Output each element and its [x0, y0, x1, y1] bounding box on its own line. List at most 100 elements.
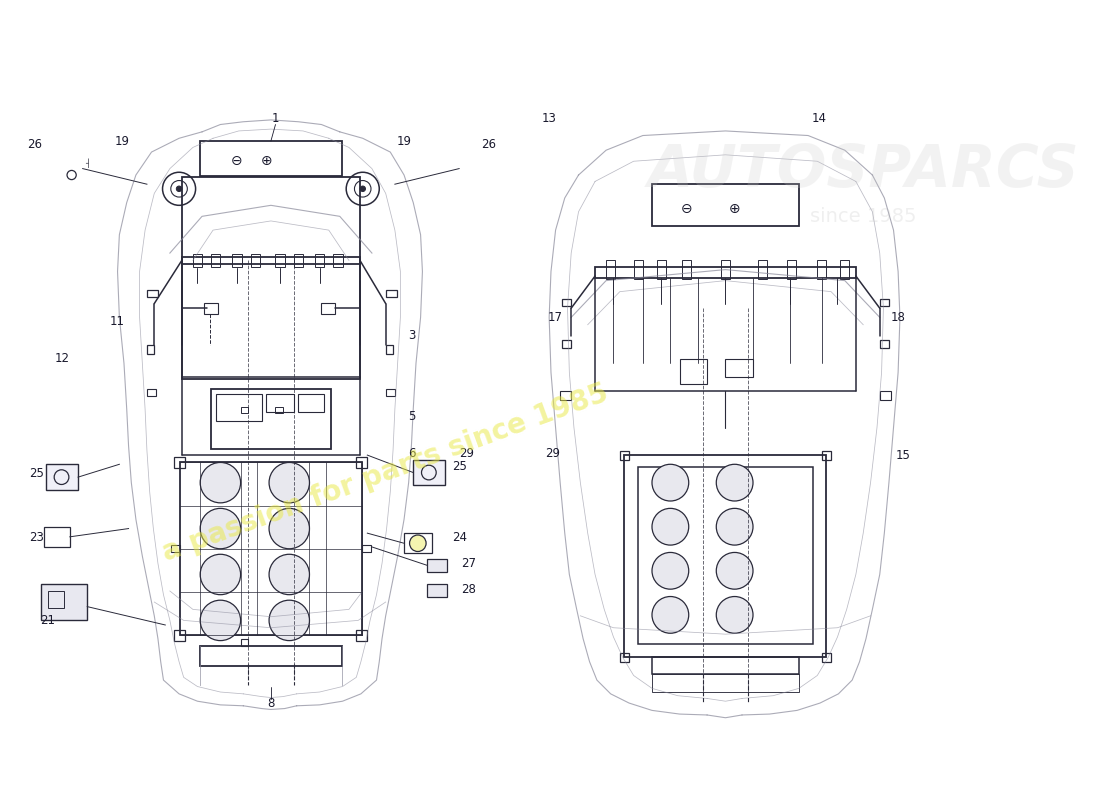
Text: 5: 5	[408, 410, 415, 423]
Bar	[356, 457, 367, 468]
Circle shape	[200, 508, 241, 549]
Bar	[147, 290, 158, 297]
Circle shape	[716, 464, 754, 501]
Bar	[720, 261, 730, 278]
Bar	[216, 394, 262, 421]
Circle shape	[200, 600, 241, 641]
Text: 14: 14	[812, 111, 826, 125]
Circle shape	[652, 597, 689, 634]
Bar	[204, 302, 218, 314]
Bar	[682, 261, 692, 278]
Bar	[333, 254, 342, 267]
Bar	[175, 457, 186, 468]
Text: 26: 26	[28, 138, 43, 151]
Bar	[356, 630, 367, 641]
Bar	[232, 254, 242, 267]
Circle shape	[409, 535, 426, 551]
Bar	[817, 261, 826, 278]
Bar	[880, 391, 891, 400]
Text: 23: 23	[30, 531, 44, 544]
Text: a passion for parts since 1985: a passion for parts since 1985	[158, 379, 613, 567]
Bar	[638, 467, 813, 644]
Bar	[562, 299, 571, 306]
Bar	[386, 345, 393, 354]
Text: 1: 1	[272, 111, 279, 125]
Bar	[147, 345, 154, 354]
Text: ┤: ┤	[86, 158, 90, 168]
Bar	[427, 584, 448, 597]
Bar	[680, 358, 707, 384]
Bar	[275, 407, 283, 413]
Text: 28: 28	[461, 582, 476, 596]
Circle shape	[360, 186, 365, 191]
Bar	[840, 261, 849, 278]
Bar	[414, 460, 446, 486]
Bar	[880, 299, 889, 306]
Text: 19: 19	[114, 134, 130, 147]
Text: 19: 19	[397, 134, 411, 147]
Circle shape	[270, 554, 309, 594]
Bar	[294, 254, 302, 267]
Text: 25: 25	[452, 460, 466, 473]
Bar	[182, 257, 360, 264]
Bar	[822, 653, 832, 662]
Circle shape	[200, 554, 241, 594]
Text: 8: 8	[267, 697, 275, 710]
Text: ⊕: ⊕	[261, 154, 272, 168]
Circle shape	[716, 553, 754, 589]
Text: 21: 21	[41, 614, 55, 627]
Bar	[298, 394, 324, 412]
Bar	[46, 464, 78, 490]
Bar	[180, 462, 362, 635]
Bar	[620, 653, 629, 662]
Bar	[620, 450, 629, 460]
Text: since 1985: since 1985	[810, 207, 916, 226]
Bar	[321, 302, 336, 314]
Bar	[822, 450, 832, 460]
Bar	[634, 261, 642, 278]
Circle shape	[716, 597, 754, 634]
Bar	[362, 545, 371, 553]
Circle shape	[270, 600, 309, 641]
Bar	[147, 389, 156, 396]
Bar	[275, 254, 285, 267]
Text: 26: 26	[481, 138, 496, 151]
Circle shape	[200, 462, 241, 503]
Text: ⊖: ⊖	[231, 154, 243, 168]
Bar	[42, 584, 87, 620]
Text: 13: 13	[541, 111, 557, 125]
Bar	[606, 261, 615, 278]
Bar	[211, 254, 220, 267]
Bar	[47, 591, 64, 607]
Bar	[175, 630, 186, 641]
Text: 17: 17	[548, 311, 563, 324]
Bar	[315, 254, 324, 267]
Bar	[404, 533, 431, 554]
Bar	[652, 657, 799, 674]
Bar	[192, 254, 202, 267]
Bar	[241, 407, 248, 413]
Text: 25: 25	[30, 467, 44, 480]
Bar	[182, 177, 360, 379]
Bar	[386, 290, 397, 297]
Bar	[758, 261, 767, 278]
Text: 12: 12	[55, 352, 70, 365]
Bar	[251, 254, 260, 267]
Bar	[241, 638, 248, 646]
Bar	[652, 184, 799, 226]
Bar	[625, 455, 826, 657]
Text: 27: 27	[461, 557, 476, 570]
Text: 15: 15	[895, 449, 910, 462]
Text: 29: 29	[459, 446, 474, 460]
Text: 18: 18	[891, 311, 905, 324]
Circle shape	[652, 553, 689, 589]
Text: 11: 11	[110, 315, 125, 329]
Circle shape	[652, 464, 689, 501]
Bar	[386, 389, 395, 396]
Bar	[427, 559, 448, 572]
Bar	[211, 389, 331, 449]
Bar	[786, 261, 796, 278]
Circle shape	[270, 508, 309, 549]
Text: ⊖: ⊖	[681, 202, 693, 216]
Bar	[266, 394, 294, 412]
